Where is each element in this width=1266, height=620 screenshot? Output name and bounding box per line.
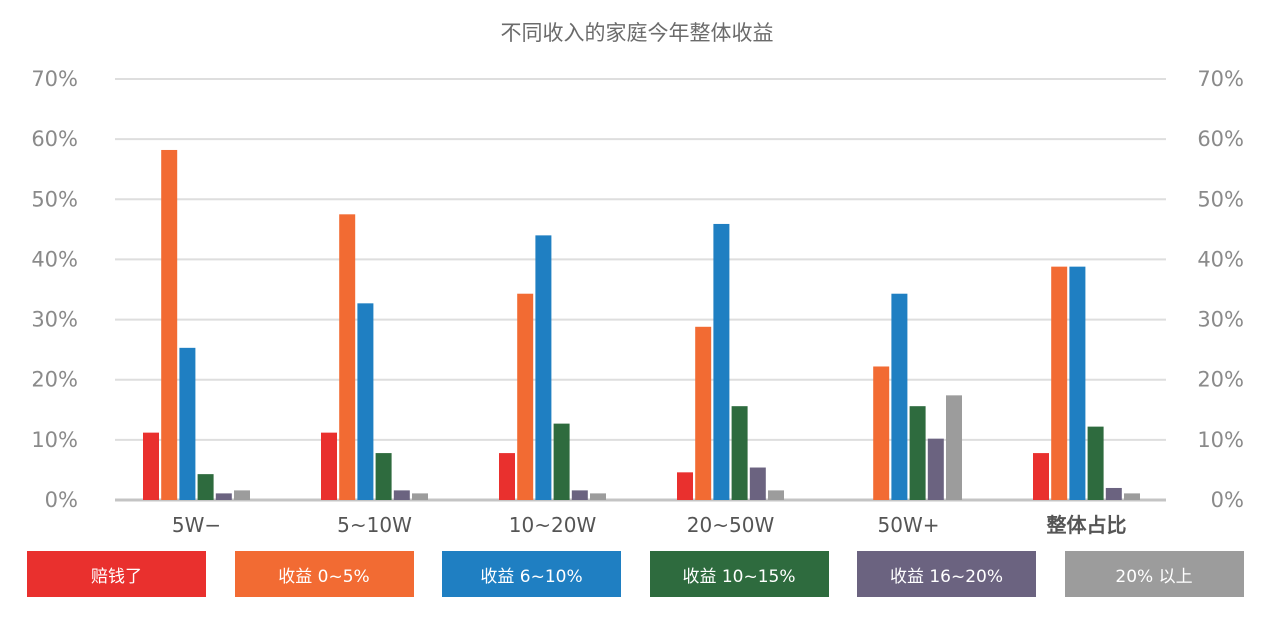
- y-tick-label-right: 10%: [1197, 428, 1244, 452]
- bar: [909, 406, 926, 500]
- bar: [234, 490, 250, 500]
- x-tick-label: 5W−: [172, 513, 221, 537]
- bar: [713, 223, 730, 501]
- chart-title: 不同收入的家庭今年整体收益: [501, 21, 774, 45]
- bars: [143, 149, 1140, 501]
- bar-chart: 不同收入的家庭今年整体收益 0% 10% 20% 30% 40% 50% 60% 70% 0%…: [31, 21, 1244, 537]
- bar: [161, 149, 178, 500]
- bar: [1105, 487, 1122, 500]
- legend: 赔钱了 收益 0~5% 收益 6~10% 收益 10~15% 收益 16~20% 20% …: [0, 551, 1266, 597]
- y-tick-label-left: 60%: [31, 127, 78, 151]
- bar: [927, 438, 944, 500]
- bar: [143, 432, 159, 500]
- bar: [517, 293, 534, 500]
- bar: [553, 423, 570, 500]
- y-tick-label-left: 0%: [45, 488, 78, 512]
- x-tick-label: 50W+: [878, 513, 940, 537]
- legend-item: 收益 6~10%: [442, 551, 621, 597]
- y-tick-label-left: 20%: [31, 368, 78, 392]
- y-tick-label-right: 20%: [1197, 368, 1244, 392]
- x-axis-labels: 5W− 5~10W 10~20W 20~50W 50W+ 整体占比: [172, 513, 1127, 537]
- x-tick-label: 20~50W: [687, 513, 775, 537]
- legend-item: 收益 10~15%: [649, 551, 829, 597]
- y-axis-right: 0% 10% 20% 30% 40% 50% 60% 70%: [1197, 67, 1244, 512]
- bar: [535, 235, 552, 500]
- y-tick-label-left: 50%: [31, 187, 78, 211]
- bar: [891, 293, 908, 500]
- x-tick-label: 整体占比: [1046, 513, 1127, 537]
- y-tick-label-right: 70%: [1197, 67, 1244, 91]
- x-tick-label: 10~20W: [509, 513, 597, 537]
- x-tick-label: 5~10W: [337, 513, 412, 537]
- bar: [375, 453, 392, 500]
- bar: [1069, 266, 1086, 500]
- gridlines: [115, 78, 1166, 502]
- y-tick-label-right: 0%: [1211, 488, 1244, 512]
- bar: [749, 467, 766, 500]
- bar: [590, 493, 606, 500]
- bar: [571, 490, 588, 500]
- bar: [768, 490, 784, 500]
- bar: [197, 474, 214, 500]
- legend-item: 赔钱了: [27, 551, 206, 597]
- y-tick-label-right: 40%: [1197, 247, 1244, 271]
- bar: [873, 366, 890, 500]
- y-tick-label-left: 70%: [31, 67, 78, 91]
- y-tick-label-right: 50%: [1197, 187, 1244, 211]
- y-tick-label-right: 30%: [1197, 308, 1244, 332]
- bar: [339, 214, 356, 501]
- y-tick-label-right: 60%: [1197, 127, 1244, 151]
- y-axis-left: 0% 10% 20% 30% 40% 50% 60% 70%: [31, 67, 78, 512]
- legend-item: 收益 0~5%: [234, 551, 414, 597]
- y-tick-label-left: 40%: [31, 247, 78, 271]
- bar: [695, 326, 712, 500]
- bar: [179, 347, 196, 500]
- bar: [731, 406, 748, 500]
- bar: [357, 303, 374, 500]
- bar: [412, 493, 428, 500]
- bar: [677, 472, 693, 500]
- bar: [321, 432, 337, 500]
- bar: [946, 395, 962, 500]
- legend-item: 收益 16~20%: [857, 551, 1036, 597]
- legend-item: 20% 以上: [1064, 551, 1244, 597]
- y-tick-label-left: 30%: [31, 308, 78, 332]
- bar: [1033, 453, 1049, 500]
- bar: [393, 490, 410, 500]
- bar: [215, 493, 232, 500]
- bar: [499, 453, 515, 500]
- bar: [1087, 426, 1104, 500]
- bar: [1124, 493, 1140, 500]
- y-tick-label-left: 10%: [31, 428, 78, 452]
- bar: [1051, 266, 1068, 500]
